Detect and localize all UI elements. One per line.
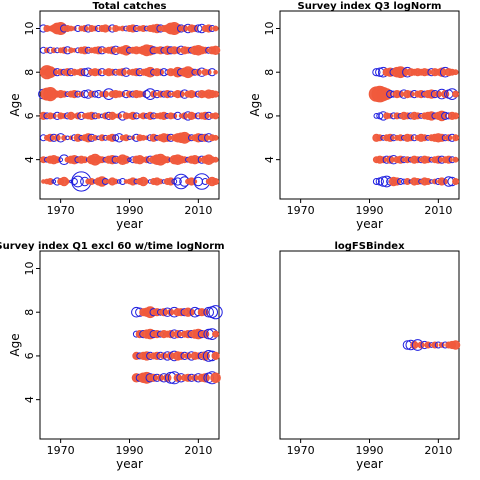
residual-bubble-positive xyxy=(157,178,164,185)
residual-bubble-positive xyxy=(212,330,220,338)
residual-bubble-positive xyxy=(212,25,219,32)
y-tick-label: 4 xyxy=(23,396,36,403)
residual-bubble-positive xyxy=(61,134,67,141)
panel-title: logFSBindex xyxy=(334,241,405,252)
residual-bubble-positive xyxy=(212,156,219,163)
x-tick-label: 2010 xyxy=(424,204,452,217)
residual-bubble-positive xyxy=(211,351,220,360)
x-axis-label: year xyxy=(116,217,143,231)
residual-bubble-negative xyxy=(372,68,381,77)
y-tick-label: 8 xyxy=(263,69,276,76)
x-tick-label: 1990 xyxy=(356,204,384,217)
x-tick-label: 1970 xyxy=(287,444,315,457)
panel-title: Total catches xyxy=(92,1,166,12)
residual-bubble-positive xyxy=(95,113,102,119)
residual-bubble-positive xyxy=(452,178,460,185)
residual-bubble-positive xyxy=(434,90,442,98)
y-tick-label: 6 xyxy=(23,112,36,119)
x-tick-label: 2010 xyxy=(184,444,212,457)
residual-bubble-positive xyxy=(200,373,210,383)
residual-bubble-positive xyxy=(122,134,130,142)
panel-survey-q1: Survey index Q1 excl 60 w/time logNorm 1… xyxy=(0,241,225,471)
x-tick-label: 1990 xyxy=(116,204,144,217)
residual-bubble-negative xyxy=(72,175,84,188)
bubble-group xyxy=(402,339,461,351)
residual-bubble-positive xyxy=(424,178,432,185)
x-axis: 1970 1990 2010 xyxy=(287,439,452,457)
y-axis-label: Age xyxy=(248,93,262,116)
residual-bubble-positive xyxy=(167,308,175,316)
residual-bubble-positive xyxy=(53,156,61,164)
residual-bubble-positive xyxy=(212,134,219,141)
plot-frame xyxy=(39,10,220,200)
y-tick-label: 8 xyxy=(23,69,36,76)
y-axis-label: Age xyxy=(8,93,22,116)
residual-bubble-positive xyxy=(212,178,220,185)
y-tick-label: 10 xyxy=(23,21,36,35)
residual-bubble-positive xyxy=(450,340,461,350)
residual-bubble-positive xyxy=(210,45,221,55)
residual-bubble-positive xyxy=(452,69,459,76)
y-tick-label: 10 xyxy=(263,21,276,35)
residual-bubble-positive xyxy=(92,134,98,141)
x-axis: 1970 1990 2010 xyxy=(47,439,212,457)
y-tick-label: 10 xyxy=(23,261,36,275)
y-axis: 4 6 8 10 xyxy=(263,21,280,163)
panel-title: Survey index Q1 excl 60 w/time logNorm xyxy=(0,241,225,252)
panel-logfsbindex: logFSBindex 1970 1990 2010 year xyxy=(279,241,461,471)
residual-bubble-positive xyxy=(210,372,221,384)
x-tick-label: 1970 xyxy=(47,444,75,457)
x-tick-label: 1990 xyxy=(116,444,144,457)
residual-bubble-positive xyxy=(213,69,218,75)
x-tick-label: 2010 xyxy=(424,444,452,457)
plot-frame xyxy=(279,10,460,200)
x-tick-label: 1990 xyxy=(356,444,384,457)
y-tick-label: 4 xyxy=(23,156,36,163)
residual-bubble-positive xyxy=(122,155,131,164)
panel-title: Survey index Q3 logNorm xyxy=(298,1,442,12)
residual-bubble-negative xyxy=(127,157,132,162)
residual-bubble-negative xyxy=(91,90,99,98)
residual-bubble-positive xyxy=(112,178,119,185)
residual-bubble-positive xyxy=(410,340,419,350)
residual-bubble-positive xyxy=(163,373,172,382)
residual-bubble-positive xyxy=(452,112,460,120)
residual-bubble-positive xyxy=(212,90,220,98)
x-axis-label: year xyxy=(356,457,383,471)
panel-survey-q3: Survey index Q3 logNorm 1970 1990 2010 4 6 8… xyxy=(248,1,460,231)
bubble-group xyxy=(38,22,221,192)
y-axis: 4 6 8 10 xyxy=(23,261,40,403)
y-tick-label: 6 xyxy=(263,112,276,119)
residual-bubble-positive xyxy=(188,308,195,316)
residual-bubble-negative xyxy=(208,305,223,320)
y-tick-label: 8 xyxy=(23,309,36,316)
bubble-group xyxy=(368,66,460,188)
x-axis: 1970 1990 2010 xyxy=(287,199,452,217)
x-axis-label: year xyxy=(356,217,383,231)
residual-bubble-positive xyxy=(452,134,460,142)
residual-bubble-negative xyxy=(397,178,404,185)
x-tick-label: 1970 xyxy=(287,204,315,217)
bubble-group xyxy=(131,305,223,385)
residual-bubble-negative xyxy=(116,179,122,184)
x-axis: 1970 1990 2010 xyxy=(47,199,212,217)
residual-bubble-positive xyxy=(403,178,411,185)
residual-bubble-positive xyxy=(452,90,460,98)
residual-bubble-negative xyxy=(372,178,380,185)
x-tick-label: 1970 xyxy=(47,204,75,217)
y-axis: 4 6 8 10 xyxy=(23,21,40,163)
x-tick-label: 2010 xyxy=(184,204,212,217)
residual-bubble-positive xyxy=(118,68,127,77)
panel-total-catches: Total catches 1970 1990 2010 4 6 8 10 year Ag… xyxy=(8,1,221,231)
residual-bubble-positive xyxy=(452,156,459,163)
y-tick-label: 4 xyxy=(263,156,276,163)
residual-bubble-positive xyxy=(65,179,70,184)
y-axis-label: Age xyxy=(8,333,22,356)
x-axis-label: year xyxy=(116,457,143,471)
y-tick-label: 6 xyxy=(23,352,36,359)
residual-bubble-positive xyxy=(212,112,220,120)
plot-frame xyxy=(39,250,220,440)
